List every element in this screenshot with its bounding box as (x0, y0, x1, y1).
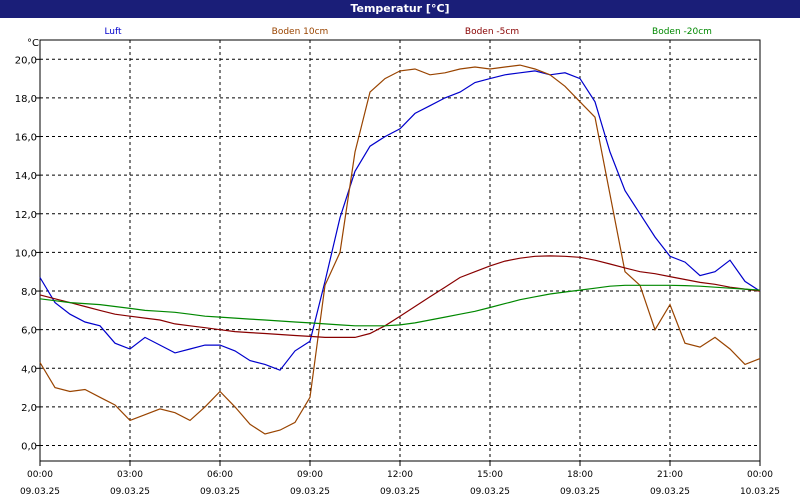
x-tick-time: 18:00 (567, 470, 593, 480)
temperature-chart: °C Luft Boden 10cm Boden -5cm Boden -20cm 0… (15, 27, 780, 497)
y-tick-label: 2,0 (21, 403, 37, 414)
legend-item: Boden -20cm (652, 27, 712, 37)
y-tick-label: 20,0 (15, 55, 37, 66)
y-tick-label: 16,0 (15, 133, 37, 144)
series-line (39, 255, 761, 338)
y-tick-label: 8,0 (21, 287, 37, 298)
chart-title: Temperatur [°C] (0, 0, 800, 18)
x-tick-time: 15:00 (477, 470, 503, 480)
x-tick-time: 06:00 (207, 470, 233, 480)
y-tick-label: 6,0 (21, 326, 37, 337)
grid (40, 40, 760, 461)
y-tick-label: 12,0 (15, 210, 37, 221)
x-tick-date: 09.03.25 (560, 487, 600, 497)
x-tick-time: 00:00 (747, 470, 773, 480)
y-tick-label: 10,0 (15, 248, 37, 259)
y-tick-label: 4,0 (21, 364, 37, 375)
y-tick-label: 14,0 (15, 171, 37, 182)
x-tick-time: 09:00 (297, 470, 323, 480)
y-tick-label: 0,0 (21, 442, 37, 453)
x-tick-date: 09.03.25 (200, 487, 240, 497)
x-tick-date: 09.03.25 (650, 487, 690, 497)
x-tick-time: 03:00 (117, 470, 143, 480)
x-tick-time: 00:00 (27, 470, 53, 480)
legend: Luft Boden 10cm Boden -5cm Boden -20cm (104, 27, 712, 37)
axes: 0,0 2,0 4,0 6,0 8,0 10,0 12,0 14,0 16,0 18,0 20,0 0… (15, 39, 780, 497)
series-line (39, 284, 761, 327)
x-tick-date: 09.03.25 (470, 487, 510, 497)
legend-item: Boden -5cm (465, 27, 519, 37)
x-tick-date: 10.03.25 (740, 487, 780, 497)
x-tick-date: 09.03.25 (380, 487, 420, 497)
y-tick-label: 18,0 (15, 94, 37, 105)
series-lines (39, 64, 761, 435)
x-tick-date: 09.03.25 (110, 487, 150, 497)
x-tick-date: 09.03.25 (20, 487, 60, 497)
x-tick-time: 21:00 (657, 470, 683, 480)
x-tick-date: 09.03.25 (290, 487, 330, 497)
legend-item: Boden 10cm (272, 27, 329, 37)
series-line (39, 70, 761, 371)
x-tick-time: 12:00 (387, 470, 413, 480)
y-axis-unit: °C (27, 38, 39, 49)
legend-item: Luft (104, 27, 122, 37)
